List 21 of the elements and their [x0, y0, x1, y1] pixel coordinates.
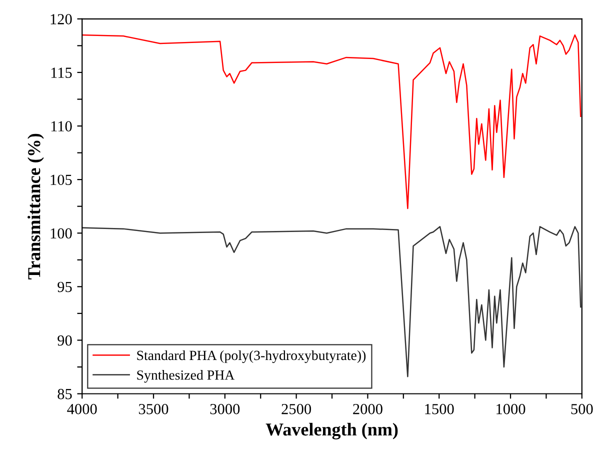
y-tick-label: 95	[58, 282, 72, 292]
x-tick-label: 3500	[138, 404, 168, 414]
y-tick-label: 85	[58, 388, 72, 400]
legend-label: Synthesized PHA	[137, 370, 235, 383]
y-tick-label: 105	[50, 174, 72, 185]
x-tick-label: 500	[571, 404, 593, 414]
y-axis-title: Transmittance (%)	[28, 134, 44, 280]
x-tick-label: 2500	[282, 404, 312, 414]
x-tick-label: 2000	[353, 404, 382, 414]
x-axis-title: Wavelength (nm)	[266, 422, 398, 440]
y-tick-label: 90	[58, 335, 72, 346]
y-tick-label: 110	[51, 121, 72, 132]
x-tick-label: 1500	[425, 404, 454, 414]
line-series	[82, 34, 582, 210]
y-tick-label: 100	[50, 228, 72, 239]
legend-label: Standard PHA (poly(3-hydroxybutyrate))	[137, 350, 366, 363]
x-tick-label: 1000	[496, 404, 526, 414]
y-tick-label: 120	[50, 14, 72, 24]
x-tick-label: 3000	[210, 404, 240, 414]
x-tick-label: 4000	[67, 404, 97, 414]
y-tick-label: 115	[51, 68, 72, 78]
